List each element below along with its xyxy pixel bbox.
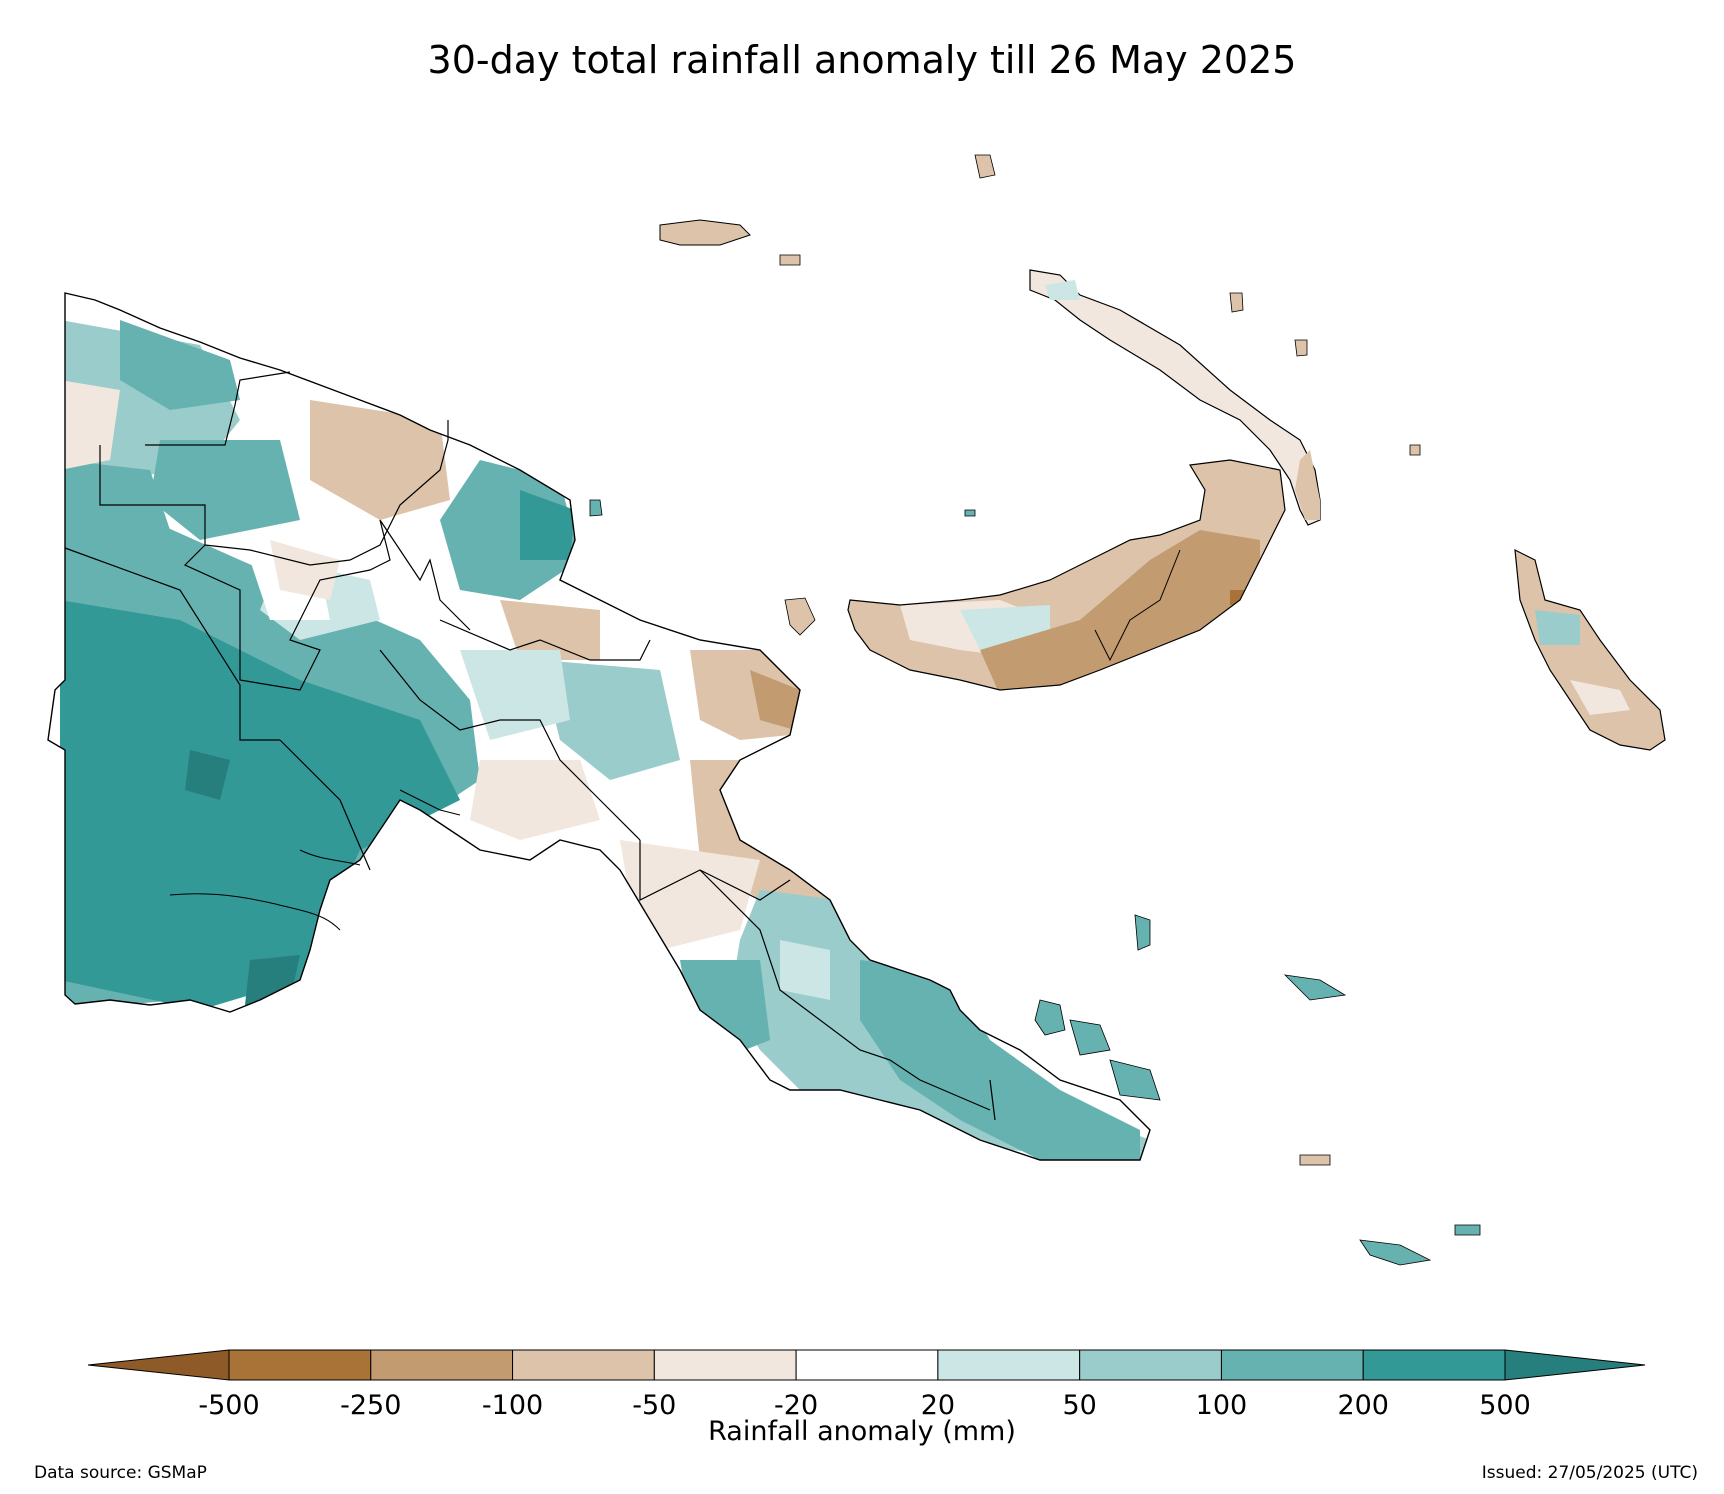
colorbar-label: Rainfall anomaly (mm): [708, 1416, 1016, 1447]
colorbar-tick-label: 500: [1479, 1390, 1531, 1421]
colorbar-tick-label: -20: [774, 1390, 818, 1421]
colorbar-tick-label: -50: [632, 1390, 676, 1421]
colorbar-tick-label: -100: [482, 1390, 543, 1421]
map-title: 30-day total rainfall anomaly till 26 Ma…: [427, 38, 1297, 82]
colorbar-tick-label: -250: [340, 1390, 401, 1421]
colorbar-bin: [370, 1349, 514, 1381]
manus-island: [659, 219, 801, 266]
new-britain-island: [847, 459, 1286, 691]
colorbar-extend-low: [87, 1349, 230, 1381]
colorbar-tick-label: 50: [1062, 1390, 1096, 1421]
colorbar-bin: [1362, 1349, 1506, 1381]
colorbar-tick-label: 20: [921, 1390, 955, 1421]
southern-coast-rivers: [169, 789, 461, 931]
colorbar-extend-high: [1504, 1349, 1646, 1381]
small-northern-islands: [589, 154, 1421, 636]
bougainville-island: [1514, 548, 1666, 751]
province-boundaries: [64, 371, 996, 1121]
mainland-png: [47, 292, 1151, 1161]
colorbar-bin: [1220, 1349, 1364, 1381]
colorbar-bin: [512, 1349, 655, 1381]
colorbar-bin: [937, 1349, 1081, 1381]
southeastern-islands: [1034, 914, 1481, 1266]
colorbar-bin: [795, 1349, 939, 1381]
colorbar-bin: [1079, 1349, 1222, 1381]
colorbar: -500 -250 -100 -50 -20 20 50 100 200 500: [87, 1349, 1646, 1421]
data-source-note: Data source: GSMaP: [34, 1463, 207, 1483]
colorbar-bin: [228, 1349, 372, 1381]
issued-date-note: Issued: 27/05/2025 (UTC): [1481, 1463, 1698, 1483]
new-ireland-island: [1029, 269, 1321, 526]
colorbar-tick-label: 200: [1337, 1390, 1389, 1421]
colorbar-tick-label: 100: [1196, 1390, 1248, 1421]
colorbar-tick-label: -500: [198, 1390, 259, 1421]
colorbar-bin: [653, 1349, 797, 1381]
